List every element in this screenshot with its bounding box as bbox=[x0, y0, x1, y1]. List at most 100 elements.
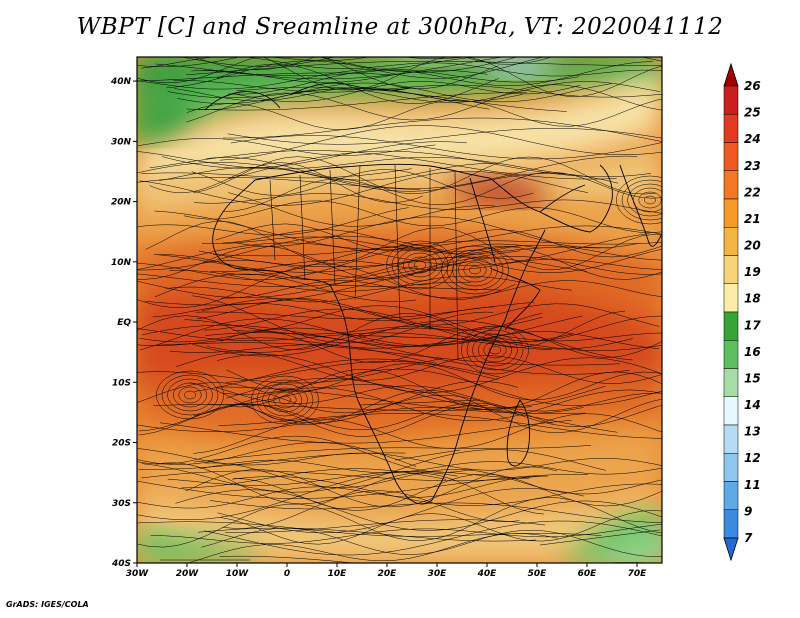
map-frame bbox=[136, 56, 663, 564]
streamline bbox=[204, 462, 662, 495]
colorbar-swatch bbox=[723, 481, 739, 510]
streamline bbox=[224, 519, 546, 533]
latitude-label: 40N bbox=[110, 77, 132, 87]
colorbar-label: 17 bbox=[744, 318, 761, 332]
colorbar-label: 7 bbox=[744, 531, 753, 545]
streamline bbox=[174, 87, 523, 102]
streamline-vortex bbox=[644, 195, 656, 205]
colorbar-swatch bbox=[723, 453, 739, 482]
streamline bbox=[184, 319, 662, 342]
streamline bbox=[153, 243, 539, 281]
streamline bbox=[204, 308, 574, 343]
streamline bbox=[216, 354, 662, 393]
longitude-label: 30E bbox=[428, 569, 448, 579]
streamline bbox=[137, 358, 442, 384]
streamline-vortex bbox=[483, 341, 507, 359]
streamline bbox=[189, 382, 662, 433]
streamline bbox=[193, 387, 662, 422]
streamline-vortex bbox=[616, 175, 662, 225]
streamline bbox=[137, 497, 662, 548]
streamline bbox=[232, 476, 662, 506]
longitude-label: 30W bbox=[126, 569, 150, 579]
streamline-vortex bbox=[638, 191, 662, 209]
streamline-vortex bbox=[469, 265, 481, 275]
streamline bbox=[183, 200, 662, 233]
streamline bbox=[223, 171, 662, 212]
streamline-vortex bbox=[273, 391, 297, 409]
streamline bbox=[161, 141, 467, 169]
streamline bbox=[137, 155, 638, 189]
colorbar-label: 13 bbox=[744, 425, 761, 439]
streamline bbox=[221, 368, 662, 406]
longitude-label: 0 bbox=[284, 569, 290, 579]
streamline bbox=[219, 125, 662, 161]
latitude-label: 30S bbox=[112, 499, 131, 509]
colorbar-label: 14 bbox=[744, 398, 761, 412]
streamline bbox=[137, 310, 626, 351]
streamline bbox=[207, 327, 633, 353]
longitude-label: 20E bbox=[378, 569, 398, 579]
colorbar-label: 12 bbox=[744, 451, 761, 465]
colorbar-swatch bbox=[723, 340, 739, 369]
streamline-vortex bbox=[167, 378, 213, 412]
streamline-vortex bbox=[391, 244, 449, 286]
streamline bbox=[205, 332, 630, 375]
streamline bbox=[195, 302, 534, 320]
colorbar-swatch bbox=[723, 509, 739, 539]
streamline bbox=[154, 210, 662, 251]
longitude-axis: 30W 20W 10W 0 10E 20E 30E 40E 50E 60E 70E bbox=[126, 563, 647, 579]
colorbar-label: 19 bbox=[744, 265, 761, 279]
streamline bbox=[225, 378, 606, 408]
streamline bbox=[165, 275, 572, 303]
longitude-label: 50E bbox=[528, 569, 548, 579]
streamline bbox=[228, 150, 651, 180]
streamline bbox=[194, 445, 592, 463]
latitude-label: 10N bbox=[111, 258, 132, 268]
longitude-label: 10E bbox=[328, 569, 348, 579]
streamline bbox=[221, 280, 662, 299]
streamline bbox=[320, 57, 518, 73]
streamline bbox=[137, 235, 446, 271]
streamline bbox=[137, 266, 419, 298]
latitude-label: 30N bbox=[111, 137, 132, 147]
colorbar-swatch bbox=[723, 396, 739, 426]
streamline bbox=[186, 84, 662, 123]
streamline-vortex bbox=[463, 261, 487, 279]
streamline bbox=[137, 471, 458, 520]
streamline bbox=[175, 489, 662, 531]
streamline bbox=[186, 60, 662, 76]
grads-credit: GrADS: IGES/COLA bbox=[6, 600, 89, 609]
streamline-vortex bbox=[472, 333, 518, 367]
streamline bbox=[209, 500, 662, 523]
streamline bbox=[204, 520, 662, 556]
streamline bbox=[185, 466, 558, 508]
latitude-label: 40S bbox=[111, 559, 131, 569]
streamline bbox=[201, 298, 543, 331]
streamline-vortex bbox=[262, 383, 308, 417]
streamline bbox=[222, 229, 518, 254]
wbpt-region bbox=[450, 177, 549, 205]
latitude-label: 20N bbox=[111, 198, 132, 208]
colorbar-swatch bbox=[723, 114, 739, 143]
wbpt-region bbox=[137, 530, 260, 563]
wbpt-region bbox=[590, 530, 662, 563]
colorbar-swatch bbox=[723, 170, 739, 200]
streamline bbox=[137, 57, 467, 67]
streamline-vortex bbox=[627, 183, 662, 217]
streamline bbox=[194, 358, 498, 392]
colorbar-label: 25 bbox=[744, 106, 761, 120]
longitude-label: 70E bbox=[628, 569, 648, 579]
streamline-vortex bbox=[402, 252, 438, 278]
streamline bbox=[235, 216, 639, 249]
streamline bbox=[215, 223, 662, 258]
colorbar-label: 22 bbox=[744, 185, 761, 199]
streamline-vortex bbox=[452, 253, 498, 287]
streamline bbox=[141, 168, 412, 179]
streamline-vortex bbox=[414, 260, 426, 270]
streamline bbox=[223, 117, 662, 142]
streamline-vortex bbox=[621, 179, 662, 221]
latitude-axis: 40N 30N 20N 10N EQ 10S 20S 30S 40S bbox=[110, 77, 137, 569]
streamline bbox=[236, 86, 567, 112]
streamline bbox=[192, 295, 494, 344]
